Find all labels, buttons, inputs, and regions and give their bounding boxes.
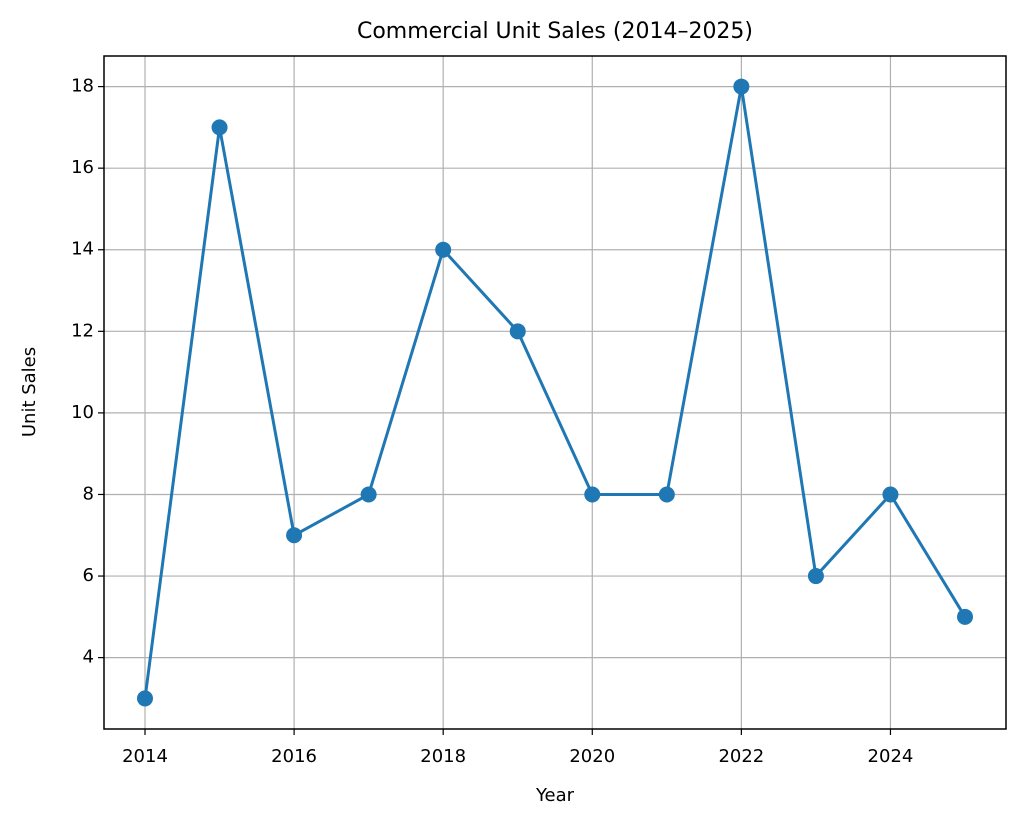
x-tick-label: 2024 (868, 746, 914, 767)
point (584, 486, 601, 503)
x-axis-label: Year (535, 785, 575, 806)
y-tick-label: 6 (83, 565, 94, 586)
x-tick-label: 2022 (718, 746, 764, 767)
y-axis-label: Unit Sales (19, 347, 40, 437)
point (807, 568, 824, 585)
x-tick-label: 2016 (271, 746, 317, 767)
point (882, 486, 899, 503)
y-tick-label: 16 (71, 157, 94, 178)
point (658, 486, 675, 503)
y-tick-label: 8 (83, 483, 94, 504)
x-tick-label: 2020 (569, 746, 615, 767)
point (435, 241, 452, 258)
point (509, 323, 526, 340)
plot-frame (103, 55, 1007, 730)
y-tick-label: 10 (71, 402, 94, 423)
point (137, 690, 153, 707)
point (957, 608, 973, 625)
point (360, 486, 377, 503)
point (286, 527, 303, 544)
y-tick-label: 14 (71, 239, 94, 260)
y-tick-label: 4 (83, 647, 94, 668)
y-tick-label: 18 (71, 76, 94, 97)
chart-title: Commercial Unit Sales (2014–2025) (357, 19, 753, 44)
line (143, 86, 967, 699)
x-tick-label: 2018 (420, 746, 466, 767)
y-tick-label: 12 (71, 320, 94, 341)
point (733, 78, 750, 95)
point (211, 119, 228, 136)
x-tick-label: 2014 (122, 746, 168, 767)
